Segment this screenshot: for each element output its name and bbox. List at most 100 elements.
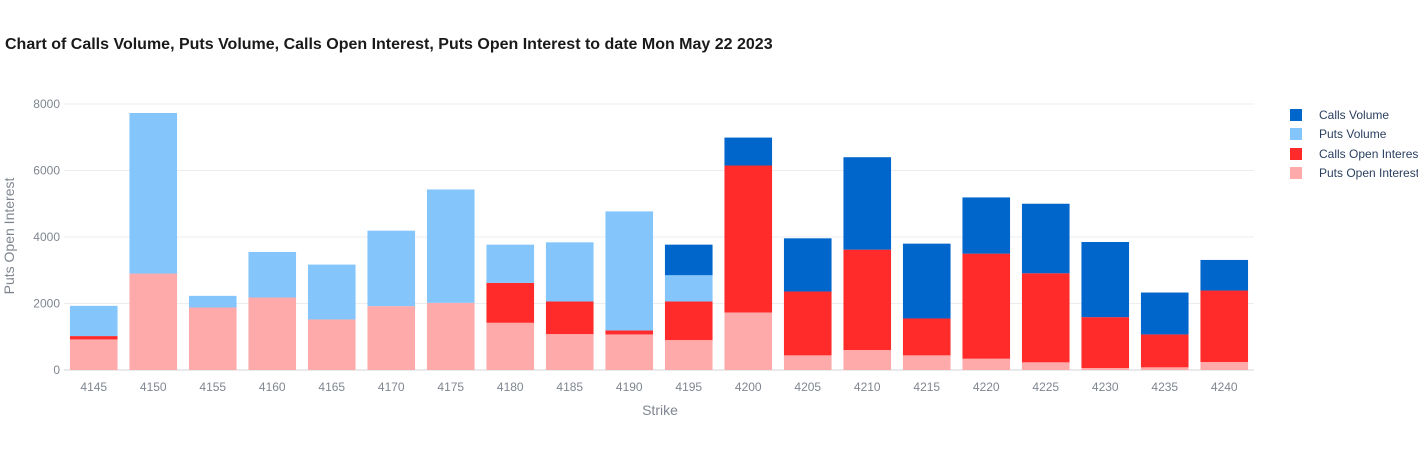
bar-segment[interactable] — [486, 244, 535, 283]
bar-segment[interactable] — [902, 355, 951, 370]
bar-segment[interactable] — [129, 112, 178, 274]
bar-segment[interactable] — [545, 242, 594, 302]
bar-segment[interactable] — [605, 330, 654, 335]
bar-segment[interactable] — [664, 275, 713, 302]
bar-segment[interactable] — [69, 339, 118, 370]
bar-segment[interactable] — [1021, 273, 1070, 363]
bar-segment[interactable] — [1021, 203, 1070, 274]
bar-segment[interactable] — [248, 251, 297, 298]
bar-segment[interactable] — [1200, 259, 1249, 291]
bar-segment[interactable] — [843, 249, 892, 351]
x-tick-label: 4145 — [80, 380, 107, 394]
x-tick-label: 4165 — [318, 380, 345, 394]
bar-segment[interactable] — [69, 336, 118, 340]
legend-swatch — [1290, 128, 1302, 141]
x-tick-label: 4240 — [1211, 380, 1238, 394]
x-tick-label: 4180 — [497, 380, 524, 394]
legend-swatch — [1290, 147, 1302, 160]
bar-segment[interactable] — [902, 318, 951, 356]
bar-segment[interactable] — [843, 350, 892, 370]
bar-segment[interactable] — [843, 157, 892, 250]
legend-label: Calls Volume — [1319, 107, 1390, 122]
bar-segment[interactable] — [188, 295, 237, 308]
bar-segment[interactable] — [962, 358, 1011, 370]
legend-item-puts-open-interest[interactable]: Puts Open Interest — [1290, 164, 1418, 184]
bar-segment[interactable] — [1140, 292, 1189, 335]
x-tick-label: 4215 — [913, 380, 940, 394]
bar-segment[interactable] — [1081, 317, 1130, 369]
bar-segment[interactable] — [545, 301, 594, 335]
bar-segment[interactable] — [1140, 334, 1189, 368]
bar-segment[interactable] — [605, 211, 654, 331]
bar-segment[interactable] — [367, 306, 416, 370]
bar-segment[interactable] — [783, 291, 832, 356]
x-tick-label: 4150 — [140, 380, 167, 394]
bar-segment[interactable] — [486, 282, 535, 323]
bar-segment[interactable] — [426, 302, 475, 370]
bar-segment[interactable] — [783, 355, 832, 370]
bar-segment[interactable] — [188, 307, 237, 370]
bar-segment[interactable] — [724, 165, 773, 313]
y-axis-label: Puts Open Interest — [1, 178, 17, 295]
legend-label: Calls Open Interest — [1319, 146, 1418, 161]
bar-segment[interactable] — [962, 253, 1011, 359]
bar-segment[interactable] — [248, 297, 297, 370]
bar-segment[interactable] — [1200, 290, 1249, 363]
x-tick-label: 4235 — [1151, 380, 1178, 394]
legend-item-calls-open-interest[interactable]: Calls Open Interest — [1290, 144, 1418, 164]
x-axis-label: Strike — [642, 402, 678, 418]
bar-segment[interactable] — [1081, 241, 1130, 318]
bar-segment[interactable] — [783, 238, 832, 292]
bar-segment[interactable] — [605, 334, 654, 370]
bar-segment[interactable] — [962, 197, 1011, 254]
x-tick-label: 4190 — [616, 380, 643, 394]
x-tick-label: 4170 — [378, 380, 405, 394]
x-tick-label: 4175 — [437, 380, 464, 394]
axes: 0 2000 4000 6000 8000 4145 4150 4155 4160 4165 417… — [33, 97, 1238, 394]
x-tick-label: 4225 — [1032, 380, 1059, 394]
bar-segment[interactable] — [307, 319, 356, 370]
bar-segment[interactable] — [545, 334, 594, 370]
gridlines — [64, 103, 1254, 371]
legend: Calls Volume Puts Volume Calls Open Inte… — [1290, 105, 1418, 183]
x-tick-label: 4200 — [735, 380, 762, 394]
x-tick-label: 4195 — [675, 380, 702, 394]
x-tick-label: 4220 — [973, 380, 1000, 394]
x-tick-label: 4185 — [556, 380, 583, 394]
bars — [69, 112, 1249, 370]
bar-segment[interactable] — [664, 301, 713, 341]
bar-segment[interactable] — [724, 312, 773, 370]
x-tick-label: 4205 — [794, 380, 821, 394]
bar-segment[interactable] — [724, 137, 773, 166]
legend-swatch — [1290, 108, 1302, 121]
bar-segment[interactable] — [1081, 368, 1130, 370]
x-tick-label: 4155 — [199, 380, 226, 394]
x-tick-label: 4230 — [1092, 380, 1119, 394]
bar-segment[interactable] — [129, 273, 178, 370]
bar-segment[interactable] — [664, 244, 713, 276]
y-tick-label: 4000 — [33, 230, 60, 244]
bar-segment[interactable] — [902, 243, 951, 319]
legend-item-puts-volume[interactable]: Puts Volume — [1290, 125, 1418, 145]
bar-segment[interactable] — [1140, 367, 1189, 370]
y-tick-label: 8000 — [33, 97, 60, 111]
bar-segment[interactable] — [426, 189, 475, 303]
legend-item-calls-volume[interactable]: Calls Volume — [1290, 105, 1418, 125]
x-tick-label: 4210 — [854, 380, 881, 394]
bar-segment[interactable] — [367, 230, 416, 307]
bar-segment[interactable] — [69, 305, 118, 337]
bar-segment[interactable] — [486, 322, 535, 370]
legend-label: Puts Volume — [1319, 127, 1387, 142]
y-tick-label: 6000 — [33, 164, 60, 178]
y-tick-label: 2000 — [33, 297, 60, 311]
legend-label: Puts Open Interest — [1319, 166, 1418, 181]
chart-title: Chart of Calls Volume, Puts Volume, Call… — [5, 36, 773, 53]
y-tick-label: 0 — [53, 363, 60, 377]
bar-segment[interactable] — [664, 340, 713, 370]
bar-segment[interactable] — [1200, 362, 1249, 370]
legend-swatch — [1290, 167, 1302, 180]
x-tick-label: 4160 — [259, 380, 286, 394]
bar-segment[interactable] — [307, 264, 356, 320]
bar-segment[interactable] — [1021, 362, 1070, 370]
